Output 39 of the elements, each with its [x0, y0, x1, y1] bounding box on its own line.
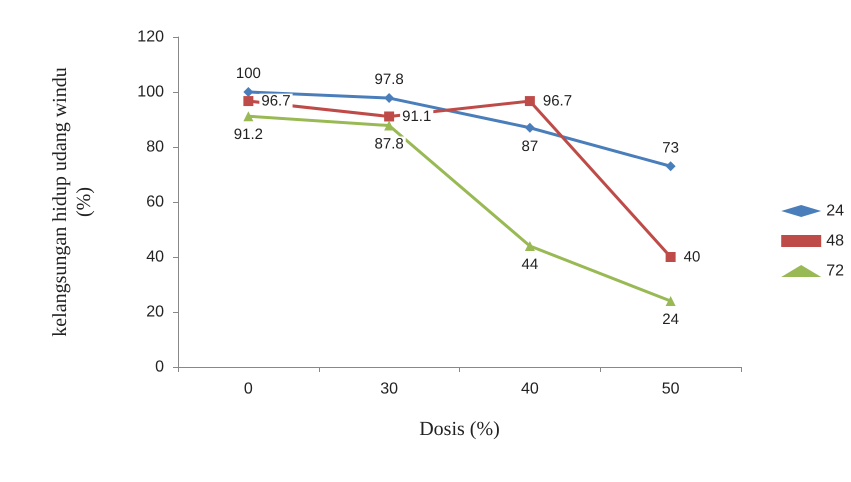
data-label: 87: [522, 138, 538, 155]
data-label: 24: [662, 311, 679, 328]
data-label: 87.8: [374, 136, 404, 153]
point: [243, 87, 254, 97]
point: [243, 111, 254, 122]
y-axis-title: kelangsungan hidup udang windu (%): [49, 67, 95, 337]
point: [524, 96, 535, 106]
data-label: 100: [236, 65, 261, 82]
point: [524, 122, 535, 133]
y-tick-label: 0: [155, 358, 164, 376]
y-tick-label: 60: [146, 194, 164, 210]
data-label: 97.8: [374, 71, 404, 88]
point: [384, 111, 394, 122]
y-tick-label: 120: [137, 28, 164, 46]
y-tick-label: 100: [137, 84, 164, 100]
x-axis-title: Dosis (%): [419, 418, 500, 440]
point: [524, 241, 535, 251]
y-tick-label: 40: [146, 248, 164, 266]
legend-label: 72: [826, 262, 844, 280]
point: [666, 161, 676, 172]
legend-label: 24: [826, 202, 844, 220]
y-tick-label: 80: [146, 138, 164, 156]
data-label: 40: [684, 248, 700, 266]
data-label: 73: [662, 139, 679, 156]
x-tick-label: 30: [380, 380, 398, 398]
data-label: 96.7: [542, 92, 572, 110]
point: [666, 252, 676, 262]
x-tick-label: 40: [520, 380, 539, 398]
y-tick-label: 20: [146, 304, 164, 320]
x-tick-label: 50: [662, 380, 680, 398]
point: [384, 93, 394, 104]
x-tick-label: 0: [244, 380, 253, 398]
data-label: 91.1: [402, 108, 432, 125]
legend-label: 48: [826, 232, 844, 250]
data-label: 44: [522, 256, 538, 273]
point: [243, 96, 254, 106]
data-label: 96.7: [261, 92, 291, 110]
point: [666, 296, 676, 306]
data-label: 91.2: [234, 126, 263, 144]
